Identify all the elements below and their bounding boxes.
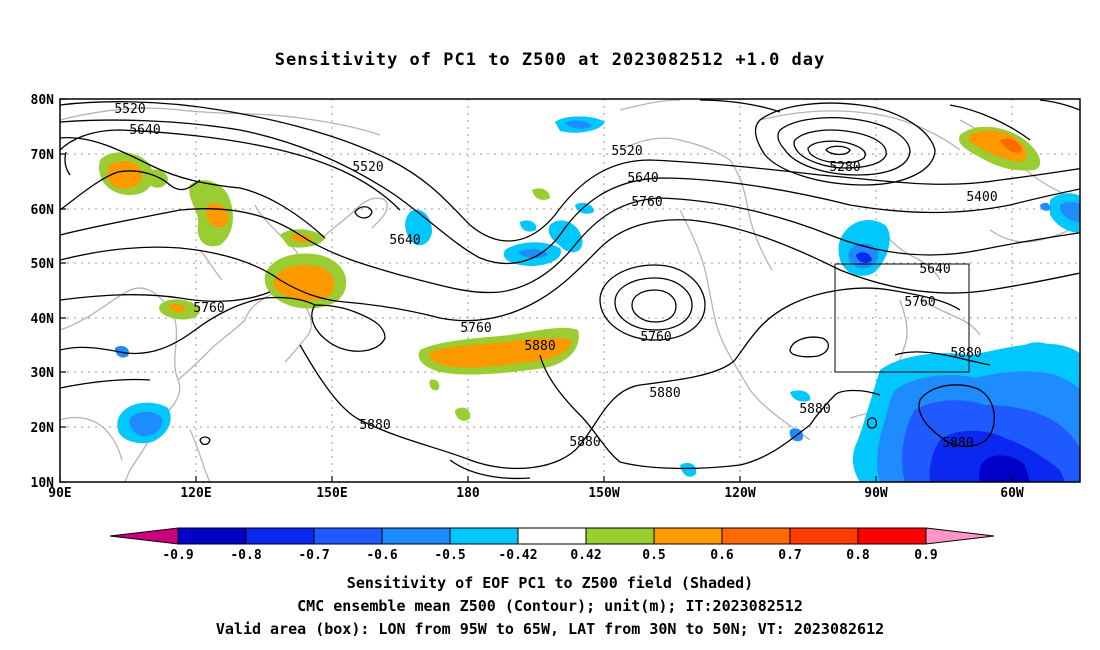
contour-label: 5520	[352, 160, 383, 175]
contour-label: 5520	[611, 144, 642, 159]
lat-label: 20N	[31, 421, 55, 436]
lon-label: 60W	[1000, 486, 1024, 501]
contour-label: 5400	[966, 190, 997, 205]
lon-label: 120E	[180, 486, 211, 501]
colorbar-segment	[177, 527, 247, 545]
contour-label: 5880	[950, 346, 981, 361]
caption-line-2: CMC ensemble mean Z500 (Contour); unit(m…	[297, 597, 803, 615]
colorbar-segment	[449, 527, 519, 545]
colorbar-label: 0.7	[778, 548, 801, 563]
contour-label: 5760	[460, 321, 491, 336]
contour-label: 5880	[649, 386, 680, 401]
colorbar-label: -0.42	[498, 548, 537, 563]
colorbar-segment	[313, 527, 383, 545]
colorbar-segment	[245, 527, 315, 545]
contour-label: 5640	[129, 123, 160, 138]
contour-label: 5280	[829, 160, 860, 175]
axis-ticks	[59, 98, 1013, 483]
colorbar-label: 0.6	[710, 548, 734, 563]
negative-sensitivity-shading	[115, 116, 1080, 482]
colorbar-label: -0.8	[230, 548, 261, 563]
lon-label: 90E	[48, 486, 71, 501]
colorbar-segment	[857, 527, 927, 545]
contour-label: 5640	[627, 171, 658, 186]
colorbar-label: -0.9	[162, 548, 193, 563]
contour-label: 5760	[631, 195, 662, 210]
lat-label: 60N	[31, 203, 55, 218]
lon-label: 90W	[864, 486, 888, 501]
lon-label: 120W	[724, 486, 755, 501]
contour-label: 5880	[799, 402, 830, 417]
contour-label: 5640	[389, 233, 420, 248]
lon-label: 150W	[588, 486, 619, 501]
lat-label: 70N	[31, 148, 55, 163]
caption-line-1: Sensitivity of EOF PC1 to Z500 field (Sh…	[346, 574, 754, 592]
lat-label: 50N	[31, 257, 55, 272]
valid-area-box	[834, 263, 970, 373]
colorbar	[109, 527, 995, 545]
contour-label: 5880	[359, 418, 390, 433]
contour-label: 5880	[524, 339, 555, 354]
z500-contours	[60, 99, 1080, 480]
lon-label: 150E	[316, 486, 347, 501]
lon-label: 180	[456, 486, 480, 501]
colorbar-labels: -0.9 -0.8 -0.7 -0.6 -0.5 -0.42 0.42 0.5 0.6 0.7 0.…	[162, 548, 937, 563]
colorbar-segment	[789, 527, 859, 545]
colorbar-low-extend	[109, 527, 179, 545]
lat-label: 30N	[31, 366, 55, 381]
colorbar-segment	[721, 527, 791, 545]
colorbar-label: 0.9	[914, 548, 937, 563]
colorbar-label: -0.5	[434, 548, 465, 563]
caption-line-3: Valid area (box): LON from 95W to 65W, L…	[215, 620, 885, 638]
colorbar-segment	[517, 527, 587, 545]
colorbar-label: -0.7	[298, 548, 329, 563]
colorbar-segment	[585, 527, 655, 545]
contour-label: 5520	[114, 102, 145, 117]
colorbar-label: 0.5	[642, 548, 665, 563]
lat-label: 10N	[31, 476, 55, 491]
colorbar-label: -0.6	[366, 548, 397, 563]
colorbar-label: 0.42	[570, 548, 601, 563]
colorbar-segment	[381, 527, 451, 545]
contour-label: 5760	[904, 295, 935, 310]
contour-label: 5640	[919, 262, 950, 277]
colorbar-label: 0.8	[846, 548, 870, 563]
chart-title: Sensitivity of PC1 to Z500 at 2023082512…	[274, 50, 826, 70]
colorbar-segment	[653, 527, 723, 545]
map-border	[59, 98, 1081, 483]
colorbar-high-extend	[925, 527, 995, 545]
contour-label: 5880	[569, 435, 600, 450]
contour-label: 5880	[942, 436, 973, 451]
lat-label: 80N	[31, 93, 55, 108]
contour-label: 5760	[193, 301, 224, 316]
contour-label: 5760	[640, 330, 671, 345]
lat-label: 40N	[31, 312, 55, 327]
